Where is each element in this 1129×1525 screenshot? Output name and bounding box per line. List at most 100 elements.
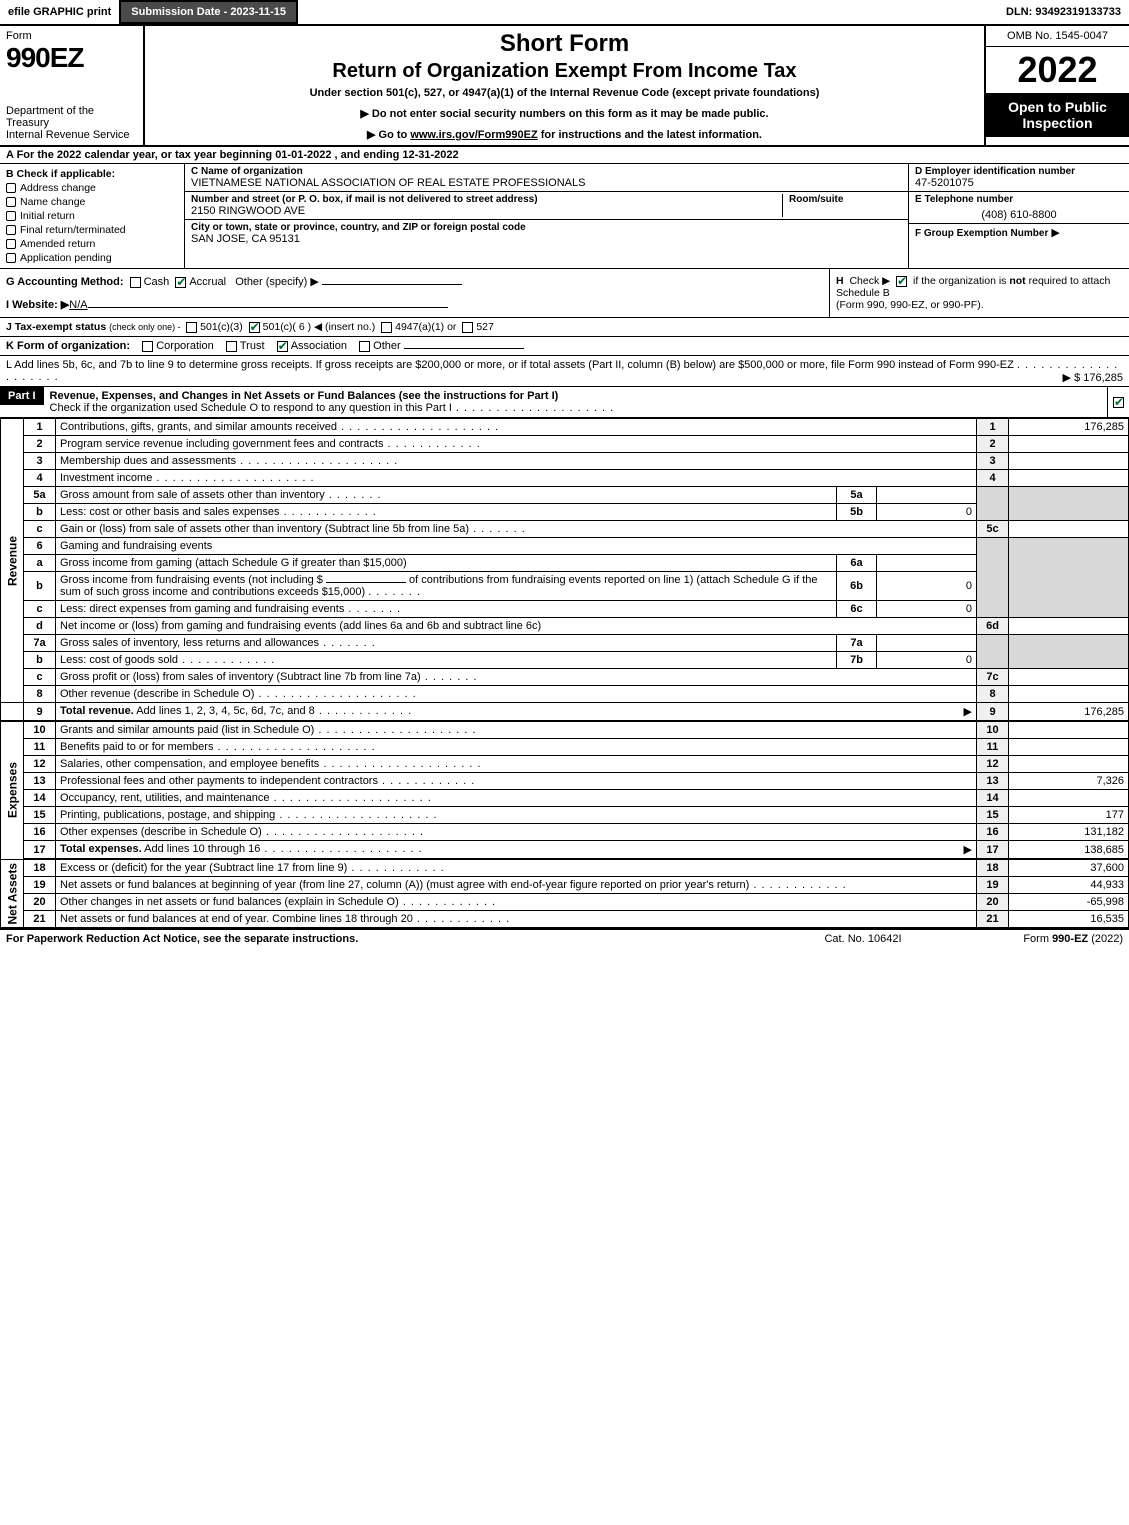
line-desc: Net assets or fund balances at end of ye… xyxy=(56,911,977,928)
checkbox-icon[interactable] xyxy=(6,183,16,193)
opt-501c3: 501(c)(3) xyxy=(200,321,243,333)
irs-link[interactable]: www.irs.gov/Form990EZ xyxy=(410,129,537,141)
chk-501c[interactable] xyxy=(249,322,260,333)
line-amount: 177 xyxy=(1009,807,1129,824)
ref-num: 6d xyxy=(977,618,1009,635)
efile-label[interactable]: efile GRAPHIC print xyxy=(0,0,119,24)
h-not: not xyxy=(1009,275,1025,287)
tax-year: 2022 xyxy=(986,47,1129,93)
form-word: Form xyxy=(6,30,137,42)
bcdef-block: B Check if applicable: Address change Na… xyxy=(0,164,1129,269)
col-c-org: C Name of organization VIETNAMESE NATION… xyxy=(185,164,909,268)
line-amount: 176,285 xyxy=(1009,419,1129,436)
sub-label: 5b xyxy=(837,504,877,521)
checkbox-icon[interactable] xyxy=(6,197,16,207)
chk-other-org[interactable] xyxy=(359,341,370,352)
dots-icon xyxy=(319,758,481,770)
dots-icon xyxy=(262,826,424,838)
goto-pre: ▶ Go to xyxy=(367,129,410,141)
footer-form: 990-EZ xyxy=(1052,933,1088,945)
dots-icon xyxy=(315,705,412,717)
dots-icon xyxy=(178,654,275,666)
shaded-cell xyxy=(1009,487,1129,521)
line-desc: Salaries, other compensation, and employ… xyxy=(56,756,977,773)
line-6b-text1: Gross income from fundraising events (no… xyxy=(60,574,323,586)
chk-association[interactable] xyxy=(277,341,288,352)
ein-block: D Employer identification number 47-5201… xyxy=(909,164,1129,192)
checkbox-icon[interactable] xyxy=(6,253,16,263)
chk-4947[interactable] xyxy=(381,322,392,333)
chk-527[interactable] xyxy=(462,322,473,333)
chk-trust[interactable] xyxy=(226,341,237,352)
group-exemption-block: F Group Exemption Number ▶ xyxy=(909,224,1129,268)
line-desc: Less: direct expenses from gaming and fu… xyxy=(56,601,837,618)
l-text: L Add lines 5b, 6c, and 7b to line 9 to … xyxy=(6,359,1014,371)
sub-value xyxy=(877,555,977,572)
dots-icon xyxy=(413,913,510,925)
ref-num: 19 xyxy=(977,877,1009,894)
dots-icon xyxy=(337,421,499,433)
line-desc: Professional fees and other payments to … xyxy=(56,773,977,790)
k-label: K Form of organization: xyxy=(6,340,130,352)
h-text1: Check ▶ xyxy=(849,275,890,287)
chk-amended-return[interactable]: Amended return xyxy=(6,238,178,250)
checkbox-icon[interactable] xyxy=(6,211,16,221)
gh-row: G Accounting Method: Cash Accrual Other … xyxy=(0,269,1129,318)
form-number: 990EZ xyxy=(6,42,137,74)
line-num: 1 xyxy=(24,419,56,436)
chk-accrual[interactable] xyxy=(175,277,186,288)
footer-form-pre: Form xyxy=(1023,933,1052,945)
line-desc: Total revenue. Add lines 1, 2, 3, 4, 5c,… xyxy=(56,703,977,722)
chk-final-return[interactable]: Final return/terminated xyxy=(6,224,178,236)
arrow-icon: ▶ xyxy=(1051,227,1059,239)
chk-corporation[interactable] xyxy=(142,341,153,352)
blank-input[interactable] xyxy=(326,582,406,583)
line-desc: Other revenue (describe in Schedule O) xyxy=(56,686,977,703)
opt-4947: 4947(a)(1) or xyxy=(395,321,456,333)
j-tax-exempt: J Tax-exempt status (check only one) - 5… xyxy=(0,318,1129,337)
dots-icon xyxy=(749,879,846,891)
line-amount xyxy=(1009,790,1129,807)
chk-cash[interactable] xyxy=(130,277,141,288)
i-label: I Website: ▶ xyxy=(6,299,69,311)
open-public: Open to Public Inspection xyxy=(986,93,1129,137)
chk-address-change[interactable]: Address change xyxy=(6,182,178,194)
street-value: 2150 RINGWOOD AVE xyxy=(191,205,782,217)
line-amount: 176,285 xyxy=(1009,703,1129,722)
chk-name-change[interactable]: Name change xyxy=(6,196,178,208)
j-label: J Tax-exempt status xyxy=(6,321,106,333)
line-num: 9 xyxy=(24,703,56,722)
line-amount xyxy=(1009,436,1129,453)
street-label: Number and street (or P. O. box, if mail… xyxy=(191,194,782,205)
dots-icon xyxy=(275,809,437,821)
dots-icon xyxy=(421,671,478,683)
opt-527: 527 xyxy=(476,321,494,333)
dots-icon xyxy=(314,724,476,736)
dots-icon xyxy=(270,792,432,804)
cash-label: Cash xyxy=(144,276,170,288)
other-input[interactable] xyxy=(322,284,462,285)
other-org-input[interactable] xyxy=(404,348,524,349)
part1-title: Revenue, Expenses, and Changes in Net As… xyxy=(44,387,1107,417)
line-amount xyxy=(1009,453,1129,470)
line-num: 6 xyxy=(24,538,56,555)
line-amount xyxy=(1009,721,1129,739)
line-num: c xyxy=(24,521,56,538)
chk-501c3[interactable] xyxy=(186,322,197,333)
side-expenses: Expenses xyxy=(1,721,24,859)
chk-label: Amended return xyxy=(20,238,95,250)
shaded-cell xyxy=(1009,538,1129,618)
under-section: Under section 501(c), 527, or 4947(a)(1)… xyxy=(153,87,976,99)
line-amount: 16,535 xyxy=(1009,911,1129,928)
footer-cat: Cat. No. 10642I xyxy=(763,933,963,945)
line-desc: Program service revenue including govern… xyxy=(56,436,977,453)
part1-checkbox[interactable] xyxy=(1107,387,1129,417)
chk-application-pending[interactable]: Application pending xyxy=(6,252,178,264)
checkbox-icon[interactable] xyxy=(6,225,16,235)
checkbox-icon[interactable] xyxy=(6,239,16,249)
chk-schedule-b[interactable] xyxy=(896,276,907,287)
chk-initial-return[interactable]: Initial return xyxy=(6,210,178,222)
phone-block: E Telephone number (408) 610-8800 xyxy=(909,192,1129,224)
sub-value: 0 xyxy=(877,652,977,669)
line-amount: 131,182 xyxy=(1009,824,1129,841)
